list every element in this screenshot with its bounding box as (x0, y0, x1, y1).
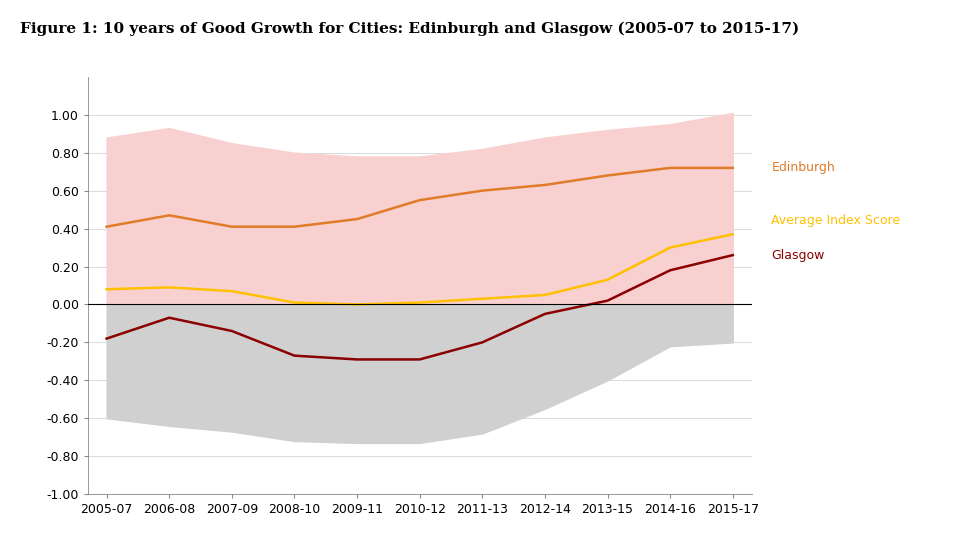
Text: Edinburgh: Edinburgh (771, 161, 835, 175)
Text: Figure 1: 10 years of Good Growth for Cities: Edinburgh and Glasgow (2005-07 to : Figure 1: 10 years of Good Growth for Ci… (20, 22, 798, 36)
Text: Glasgow: Glasgow (771, 249, 825, 262)
Text: Average Index Score: Average Index Score (771, 215, 901, 227)
